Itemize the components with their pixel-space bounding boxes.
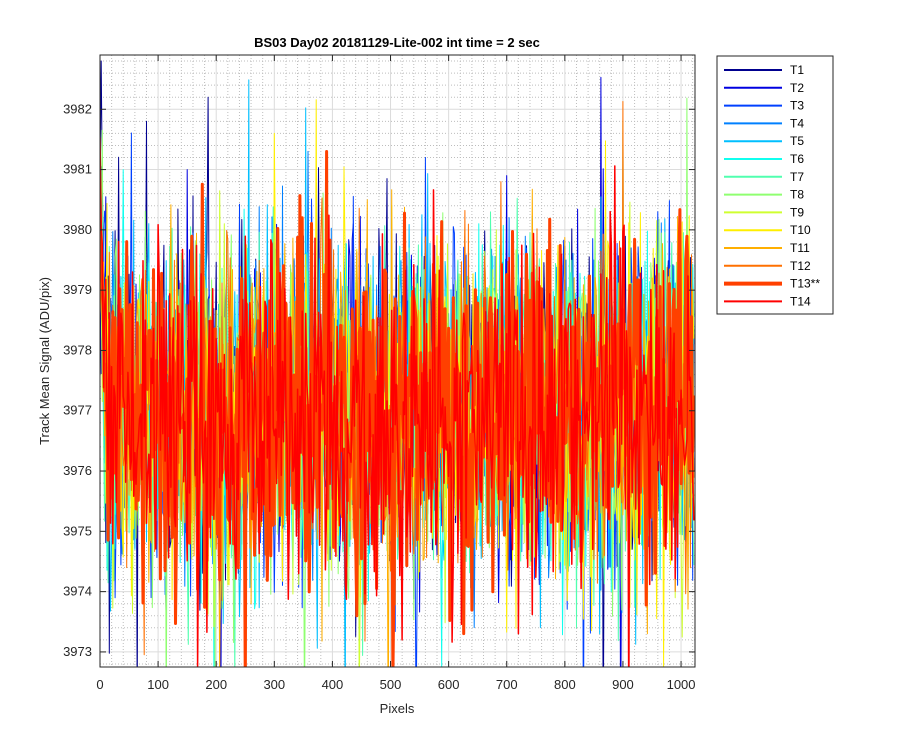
series-line-T14 — [100, 137, 695, 667]
legend-label: T12 — [790, 259, 811, 273]
y-tick-label: 3974 — [63, 584, 92, 599]
legend-label: T10 — [790, 223, 811, 237]
legend-label: T14 — [790, 294, 811, 308]
x-tick-label: 200 — [205, 677, 227, 692]
legend-label: T8 — [790, 188, 804, 202]
y-tick-label: 3975 — [63, 523, 92, 538]
legend-label: T2 — [790, 81, 804, 95]
x-axis-label: Pixels — [380, 701, 415, 716]
legend-label: T4 — [790, 116, 804, 130]
legend-label: T11 — [790, 241, 810, 255]
x-tick-label: 600 — [438, 677, 460, 692]
plot-frame — [99, 54, 696, 668]
x-axis-ticks: 0 100 200 300 400 500 600 700 800 900 1000 — [96, 55, 696, 692]
x-tick-label: 400 — [322, 677, 344, 692]
y-tick-label: 3981 — [63, 162, 92, 177]
x-tick-label: 500 — [380, 677, 402, 692]
y-axis-label: Track Mean Signal (ADU/pix) — [37, 277, 52, 445]
y-tick-label: 3980 — [63, 222, 92, 237]
y-tick-label: 3976 — [63, 463, 92, 478]
x-tick-label: 700 — [496, 677, 518, 692]
legend-label: T13** — [790, 277, 820, 291]
y-axis-ticks: 3973 3974 3975 3976 3977 3978 3979 3980 3981 3982 — [63, 101, 695, 659]
x-tick-label: 800 — [554, 677, 576, 692]
legend-label: T3 — [790, 99, 804, 113]
legend-label: T5 — [790, 134, 804, 148]
legend-label: T6 — [790, 152, 804, 166]
y-tick-label: 3977 — [63, 403, 92, 418]
legend-label: T7 — [790, 170, 804, 184]
y-tick-label: 3973 — [63, 644, 92, 659]
x-tick-label: 100 — [147, 677, 169, 692]
y-tick-label: 3982 — [63, 101, 92, 116]
y-tick-label: 3978 — [63, 342, 92, 357]
legend-label: T1 — [790, 63, 804, 77]
x-tick-label: 300 — [263, 677, 285, 692]
legend-box — [716, 55, 834, 315]
x-tick-label: 900 — [612, 677, 634, 692]
series-lines — [100, 60, 695, 667]
x-tick-label: 0 — [96, 677, 103, 692]
y-tick-label: 3979 — [63, 282, 92, 297]
legend: T1 T2 T3 T4 T5 T6 T7 T8 T9 T10 T11 T12 T13** T14 — [724, 63, 820, 308]
legend-label: T9 — [790, 205, 804, 219]
chart-title: BS03 Day02 20181129-Lite-002 int time = … — [254, 35, 540, 50]
x-tick-label: 1000 — [667, 677, 696, 692]
